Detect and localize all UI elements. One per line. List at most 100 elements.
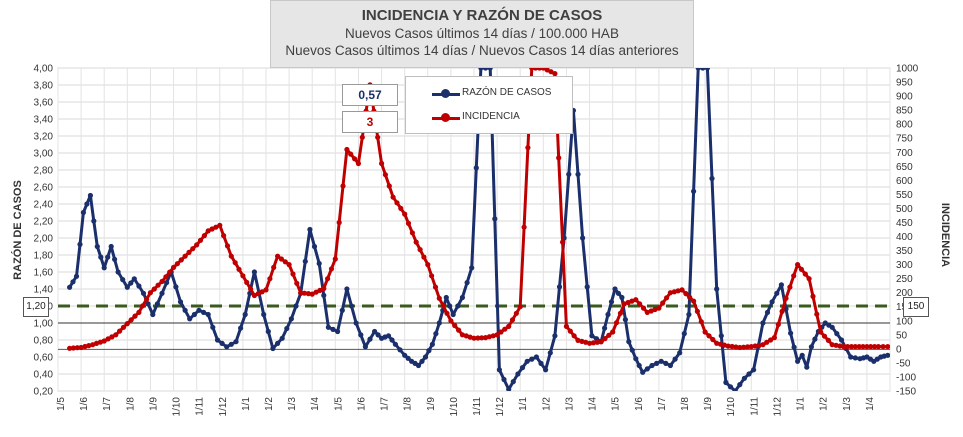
- data-point: [538, 360, 544, 366]
- x-tick-label: 1/3: [842, 397, 853, 411]
- data-point: [698, 319, 704, 325]
- data-point: [525, 145, 531, 151]
- data-point: [339, 307, 345, 313]
- y-tick-label-left: 3,60: [34, 98, 54, 109]
- data-point: [606, 332, 612, 338]
- data-point: [737, 344, 743, 351]
- y-tick-label-right: 750: [896, 134, 913, 145]
- x-tick-label: 1/4: [865, 397, 876, 411]
- data-point: [233, 339, 239, 345]
- data-point: [275, 340, 281, 346]
- data-point: [279, 335, 285, 341]
- data-point: [459, 332, 465, 338]
- data-point: [131, 276, 137, 282]
- x-tick-label: 1/7: [380, 397, 391, 411]
- data-point: [818, 329, 824, 335]
- data-point: [479, 335, 485, 341]
- data-point: [155, 282, 161, 288]
- data-point: [636, 362, 642, 369]
- y-tick-label-left: 1,40: [34, 285, 54, 296]
- data-point: [723, 379, 729, 386]
- data-point: [332, 256, 338, 262]
- data-point: [290, 271, 296, 277]
- data-point: [321, 285, 327, 292]
- data-point: [263, 287, 269, 293]
- chart-subtitle-1: Nuevos Casos últimos 14 días / 100.000 H…: [345, 26, 619, 41]
- x-tick-label: 1/8: [125, 397, 136, 411]
- data-point: [704, 68, 710, 71]
- data-point: [610, 329, 616, 335]
- y-tick-label-right: -100: [896, 372, 916, 383]
- data-point: [91, 218, 97, 224]
- data-point: [860, 344, 866, 350]
- data-point: [440, 303, 446, 309]
- data-point: [501, 376, 507, 383]
- data-point: [590, 340, 597, 346]
- series-incidencia: [67, 68, 890, 351]
- data-point: [325, 324, 331, 330]
- data-point: [552, 71, 558, 77]
- data-point: [398, 205, 404, 211]
- y-tick-label-right: 350: [896, 246, 913, 257]
- x-tick-label: 1/10: [726, 397, 737, 417]
- data-point: [506, 386, 512, 391]
- y-tick-label-left: 2,20: [34, 217, 54, 228]
- data-point: [563, 323, 570, 329]
- data-point: [244, 279, 250, 285]
- y-tick-label-left: 0,40: [34, 370, 54, 381]
- legend-marker-razon: [441, 89, 450, 98]
- data-point: [301, 290, 308, 296]
- data-point: [167, 269, 173, 275]
- data-point: [375, 134, 381, 140]
- data-point: [788, 330, 794, 336]
- data-point: [771, 335, 778, 341]
- x-tick-label: 1/10: [172, 397, 183, 417]
- data-point: [649, 362, 655, 369]
- data-point: [608, 299, 615, 305]
- data-point: [448, 318, 454, 324]
- data-point: [602, 325, 608, 331]
- data-point: [432, 284, 439, 290]
- data-point: [744, 344, 751, 350]
- data-point: [829, 324, 835, 330]
- value-box-razon: 0,57: [342, 84, 398, 106]
- data-point: [298, 290, 304, 296]
- data-point: [619, 294, 625, 301]
- data-point: [112, 256, 118, 262]
- data-point: [584, 284, 590, 290]
- data-point: [795, 358, 801, 364]
- data-point: [845, 344, 851, 350]
- data-point: [105, 254, 111, 260]
- data-point: [795, 262, 801, 268]
- y-tick-label-right: 800: [896, 120, 913, 131]
- data-point: [875, 344, 882, 350]
- data-point: [405, 355, 411, 361]
- x-tick-label: 1/11: [472, 397, 483, 416]
- data-point: [667, 290, 674, 296]
- data-point: [848, 344, 855, 350]
- data-point: [224, 344, 230, 350]
- data-point: [259, 289, 265, 295]
- data-point: [367, 336, 373, 342]
- data-point: [352, 156, 358, 162]
- data-point: [305, 291, 311, 297]
- data-point: [397, 347, 403, 353]
- data-point: [612, 286, 618, 292]
- x-tick-label: 1/12: [218, 397, 229, 417]
- y-tick-label-left: 1,80: [34, 251, 54, 262]
- data-point: [120, 277, 126, 283]
- data-point: [825, 337, 832, 343]
- legend-item-incidencia: INCIDENCIA: [406, 109, 572, 127]
- data-point: [658, 358, 664, 364]
- data-point: [808, 344, 815, 350]
- data-point: [834, 331, 840, 337]
- data-point: [124, 321, 130, 327]
- data-point: [293, 303, 299, 309]
- x-tick-label: 1/5: [611, 397, 622, 411]
- data-point: [459, 294, 465, 301]
- data-point: [265, 328, 271, 335]
- y-tick-label-right: 0: [896, 344, 902, 355]
- data-point: [509, 317, 516, 323]
- threshold-right-box: 150: [903, 297, 929, 317]
- data-point: [325, 276, 331, 282]
